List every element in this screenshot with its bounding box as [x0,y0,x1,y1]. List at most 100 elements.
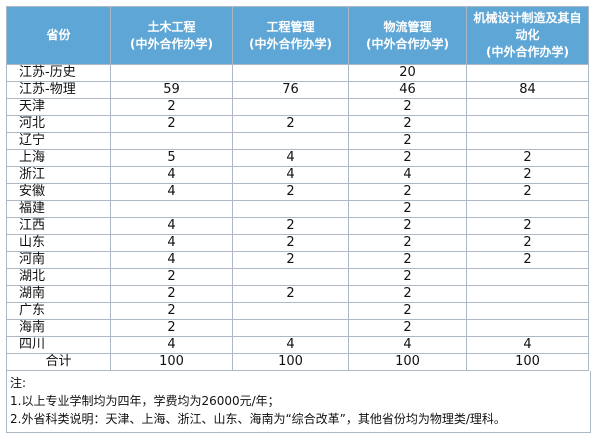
logistics-management-cell: 2 [348,98,467,116]
table-row: 安徽 4 2 2 2 [6,183,589,201]
engineering-management-cell: 2 [232,217,349,235]
civil-engineering-cell: 2 [110,302,233,320]
engineering-management-cell: 2 [232,285,349,303]
province-cell: 海南 [6,319,111,337]
table-row: 江苏-历史 20 [6,64,589,82]
province-cell: 湖南 [6,285,111,303]
mechanical-design-cell [466,200,589,218]
province-cell: 上海 [6,149,111,167]
civil-engineering-cell: 2 [110,98,233,116]
table-row: 四川 4 4 4 4 [6,336,589,354]
province-cell: 安徽 [6,183,111,201]
engineering-management-cell: 76 [232,81,349,99]
civil-engineering-cell: 100 [110,353,233,371]
civil-engineering-cell: 4 [110,183,233,201]
province-cell: 江苏-物理 [6,81,111,99]
mechanical-design-cell: 2 [466,166,589,184]
civil-engineering-cell: 5 [110,149,233,167]
civil-engineering-cell: 4 [110,251,233,269]
header-cell-engineering-management: 工程管理 (中外合作办学) [232,6,349,65]
engineering-management-cell [232,268,349,286]
province-cell: 辽宁 [6,132,111,150]
civil-engineering-cell: 4 [110,166,233,184]
logistics-management-cell: 2 [348,217,467,235]
engineering-management-cell: 2 [232,115,349,133]
mechanical-design-cell: 2 [466,251,589,269]
civil-engineering-cell: 59 [110,81,233,99]
logistics-management-cell: 2 [348,234,467,252]
logistics-management-cell: 4 [348,166,467,184]
table-row: 山东 4 2 2 2 [6,234,589,252]
mechanical-design-cell [466,64,589,82]
mechanical-design-cell [466,302,589,320]
mechanical-design-cell [466,132,589,150]
logistics-management-cell: 2 [348,319,467,337]
civil-engineering-cell: 2 [110,115,233,133]
civil-engineering-cell [110,132,233,150]
province-cell: 江西 [6,217,111,235]
enrollment-table: 省份 土木工程 (中外合作办学) 工程管理 (中外合作办学) 物流管理 (中外合… [6,6,589,371]
notes-title: 注: [10,376,27,390]
table-row: 上海 5 4 2 2 [6,149,589,167]
header-cell-logistics-management: 物流管理 (中外合作办学) [348,6,467,65]
civil-engineering-cell: 4 [110,336,233,354]
logistics-management-cell: 2 [348,251,467,269]
engineering-management-cell: 4 [232,166,349,184]
logistics-management-cell: 2 [348,285,467,303]
table-row: 湖北 2 2 [6,268,589,286]
logistics-management-cell: 2 [348,302,467,320]
province-cell: 江苏-历史 [6,64,111,82]
province-cell: 山东 [6,234,111,252]
engineering-management-cell: 2 [232,183,349,201]
province-cell: 河北 [6,115,111,133]
mechanical-design-cell: 2 [466,149,589,167]
mechanical-design-cell [466,115,589,133]
province-cell: 浙江 [6,166,111,184]
civil-engineering-cell: 4 [110,217,233,235]
table-row: 天津 2 2 [6,98,589,116]
mechanical-design-cell [466,285,589,303]
note-item: 1.以上专业学制均为四年，学费均为26000元/年； [10,394,280,408]
engineering-management-cell [232,64,349,82]
header-cell-mechanical-design: 机械设计制造及其自 动化 (中外合作办学) [466,6,589,65]
civil-engineering-cell: 4 [110,234,233,252]
logistics-management-cell: 4 [348,336,467,354]
mechanical-design-cell [466,98,589,116]
header-row: 省份 土木工程 (中外合作办学) 工程管理 (中外合作办学) 物流管理 (中外合… [6,6,589,65]
table-row: 辽宁 2 [6,132,589,150]
engineering-management-cell [232,200,349,218]
logistics-management-cell: 2 [348,132,467,150]
logistics-management-cell: 2 [348,200,467,218]
mechanical-design-cell: 100 [466,353,589,371]
table-row: 江西 4 2 2 2 [6,217,589,235]
logistics-management-cell: 20 [348,64,467,82]
header-cell-province: 省份 [6,6,111,65]
province-cell: 合计 [6,353,111,371]
mechanical-design-cell [466,268,589,286]
mechanical-design-cell: 4 [466,336,589,354]
logistics-management-cell: 2 [348,183,467,201]
table-row: 福建 2 [6,200,589,218]
logistics-management-cell: 100 [348,353,467,371]
table-row: 湖南 2 2 2 [6,285,589,303]
engineering-management-cell: 2 [232,251,349,269]
engineering-management-cell [232,132,349,150]
engineering-management-cell: 100 [232,353,349,371]
notes-section: 注: 1.以上专业学制均为四年，学费均为26000元/年； 2.外省科类说明：天… [6,371,591,433]
header-cell-civil-engineering: 土木工程 (中外合作办学) [110,6,233,65]
engineering-management-cell [232,98,349,116]
mechanical-design-cell: 2 [466,217,589,235]
province-cell: 广东 [6,302,111,320]
table-row: 海南 2 2 [6,319,589,337]
table-row: 河南 4 2 2 2 [6,251,589,269]
civil-engineering-cell: 2 [110,319,233,337]
engineering-management-cell: 4 [232,336,349,354]
province-cell: 天津 [6,98,111,116]
logistics-management-cell: 2 [348,115,467,133]
total-row: 合计 100 100 100 100 [6,353,589,371]
civil-engineering-cell [110,64,233,82]
province-cell: 河南 [6,251,111,269]
table-row: 河北 2 2 2 [6,115,589,133]
note-item: 2.外省科类说明：天津、上海、浙江、山东、海南为“综合改革”，其他省份均为物理类… [10,412,506,426]
mechanical-design-cell: 2 [466,234,589,252]
